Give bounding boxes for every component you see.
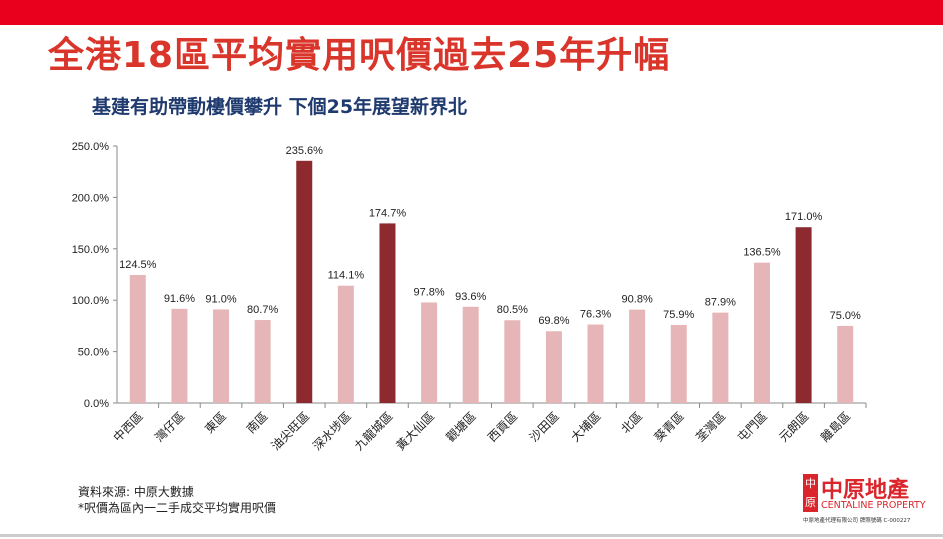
data-label: 80.7% [247, 304, 278, 316]
y-tick-label: 100.0% [72, 295, 110, 307]
x-tick-label: 深水埗區 [310, 409, 354, 453]
bar-黃大仙區 [421, 302, 438, 403]
data-label: 174.7% [369, 207, 407, 219]
data-label: 91.0% [205, 293, 236, 305]
x-tick-label: 中西區 [110, 409, 146, 445]
bar-西貢區 [504, 320, 521, 403]
x-tick-label: 大埔區 [568, 409, 603, 444]
data-label: 235.6% [286, 145, 324, 157]
x-tick-label: 離島區 [817, 409, 853, 445]
page-title: 全港18區平均實用呎價過去25年升幅 [48, 35, 671, 76]
bar-中西區 [129, 275, 146, 403]
x-tick-label: 灣仔區 [152, 409, 187, 444]
bar-荃灣區 [712, 312, 729, 403]
bar-灣仔區 [171, 308, 188, 403]
logo-license: 中原地產代理有限公司 牌照號碼 C-000227 [803, 518, 911, 524]
logo-chinese: 中原地產 [821, 478, 910, 503]
bar-油尖旺區 [296, 160, 313, 403]
bar-北區 [629, 309, 646, 403]
x-tick-label: 南區 [243, 409, 271, 437]
bottom-divider [0, 534, 943, 537]
source-note: 資料來源: 中原大數據 [78, 485, 194, 499]
data-label: 87.9% [705, 297, 736, 309]
x-tick-label: 油尖旺區 [269, 409, 313, 453]
y-tick-label: 50.0% [78, 347, 109, 359]
y-tick-label: 150.0% [72, 244, 110, 256]
bar-沙田區 [545, 331, 562, 403]
data-label: 76.3% [580, 309, 611, 321]
bar-觀塘區 [462, 306, 479, 403]
x-tick-label: 荃灣區 [693, 409, 728, 444]
notes: 資料來源: 中原大數據 *呎價為區內一二手成交平均實用呎價 [78, 484, 276, 516]
top-bar [0, 0, 943, 25]
bar-南區 [254, 320, 271, 403]
x-tick-label: 九龍城區 [351, 409, 396, 454]
x-tick-label: 東區 [202, 409, 229, 436]
bar-葵青區 [670, 324, 687, 403]
y-tick-label: 250.0% [72, 141, 110, 153]
y-tick-label: 0.0% [84, 398, 109, 410]
data-label: 69.8% [538, 315, 569, 327]
bar-chart: 0.0% 50.0% 100.0% 150.0% 200.0% 250.0% 124.5% 中… [72, 141, 867, 454]
bar-東區 [213, 309, 230, 403]
footnote: *呎價為區內一二手成交平均實用呎價 [78, 501, 277, 515]
data-label: 91.6% [164, 293, 195, 305]
logo-seal: 中原 [803, 474, 818, 512]
bar-屯門區 [753, 262, 770, 403]
data-label: 75.0% [830, 310, 861, 322]
x-tick-label: 北區 [618, 409, 645, 436]
data-label: 93.6% [455, 291, 486, 303]
data-label: 124.5% [119, 259, 157, 271]
y-tick-label: 200.0% [72, 192, 110, 204]
bar-離島區 [837, 325, 854, 403]
data-label: 90.8% [622, 294, 653, 306]
x-tick-label: 葵青區 [652, 409, 687, 444]
x-tick-label: 黃大仙區 [393, 409, 437, 453]
data-label: 97.8% [413, 286, 444, 298]
data-label: 171.0% [785, 211, 823, 223]
data-label: 75.9% [663, 309, 694, 321]
bar-元朗區 [795, 227, 812, 403]
page-subtitle: 基建有助帶動樓價攀升 下個25年展望新界北 [92, 96, 468, 118]
data-label: 114.1% [328, 270, 365, 282]
x-tick-label: 觀塘區 [443, 409, 479, 445]
x-tick-label: 屯門區 [735, 409, 770, 444]
x-tick-label: 沙田區 [527, 409, 562, 444]
logo-english: CENTALINE PROPERTY [821, 500, 926, 511]
bar-深水埗區 [337, 285, 354, 403]
data-label: 136.5% [743, 247, 781, 259]
x-tick-label: 元朗區 [776, 409, 811, 444]
bar-九龍城區 [379, 223, 396, 403]
x-tick-label: 西貢區 [485, 409, 520, 444]
data-label: 80.5% [497, 304, 528, 316]
bar-大埔區 [587, 324, 604, 403]
